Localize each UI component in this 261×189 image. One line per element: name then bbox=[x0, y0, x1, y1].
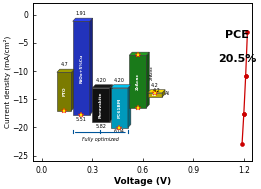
Text: 20.5%: 20.5% bbox=[218, 54, 256, 64]
Text: PCE: PCE bbox=[225, 30, 249, 40]
Y-axis label: Current density (mA/cm²): Current density (mA/cm²) bbox=[3, 36, 11, 129]
X-axis label: Voltage (V): Voltage (V) bbox=[114, 177, 171, 186]
